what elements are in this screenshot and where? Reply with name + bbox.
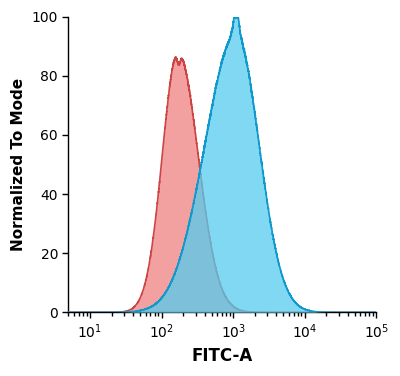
X-axis label: FITC-A: FITC-A: [192, 347, 253, 365]
Y-axis label: Normalized To Mode: Normalized To Mode: [11, 78, 26, 251]
